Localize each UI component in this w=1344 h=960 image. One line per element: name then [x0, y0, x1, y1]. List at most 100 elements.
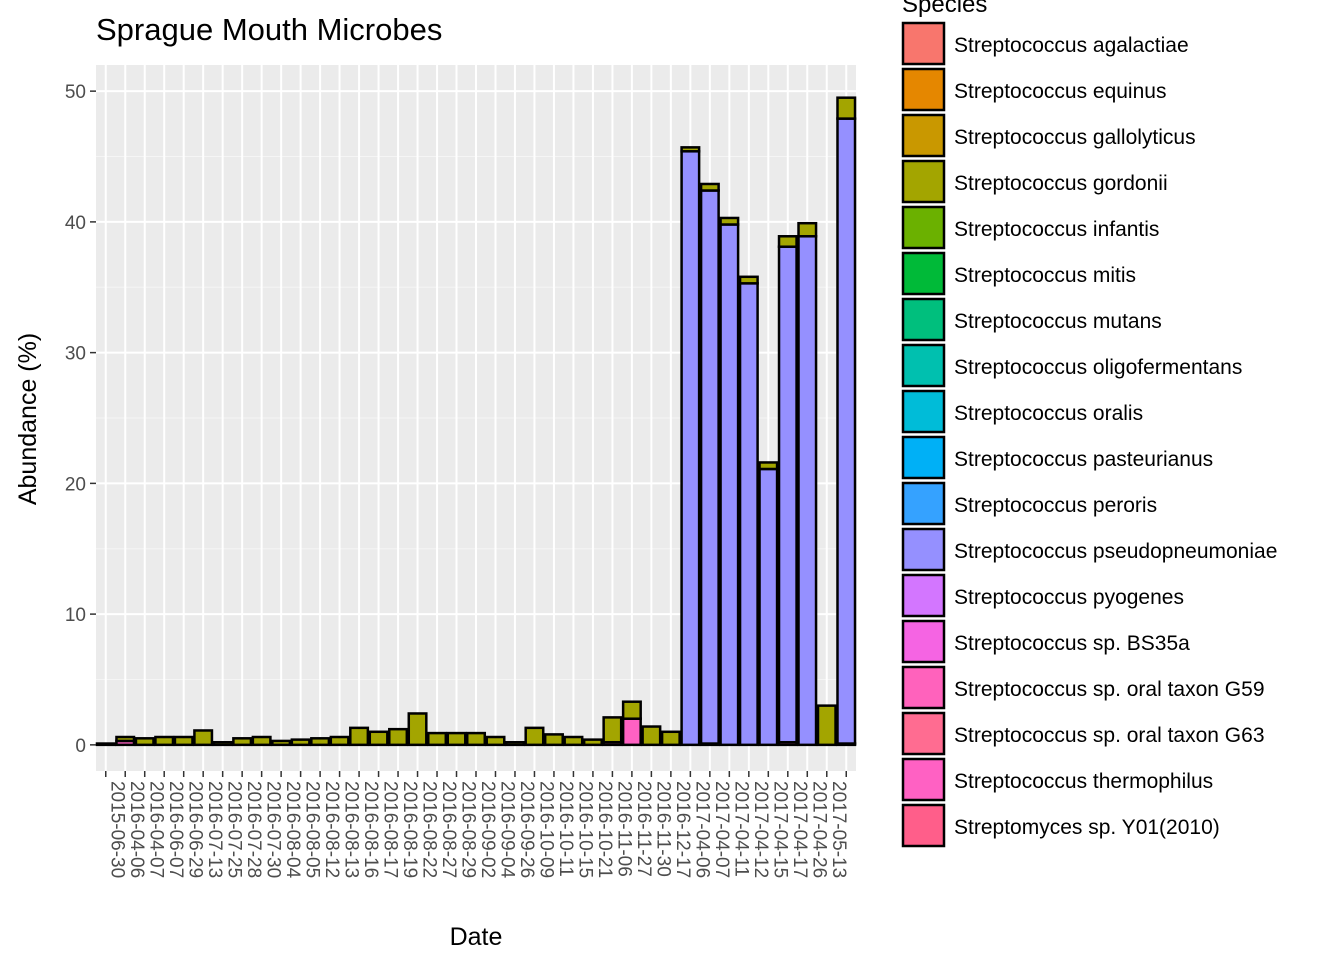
bar-segment	[719, 216, 740, 226]
x-tick-label: 2016-09-02	[477, 781, 498, 878]
x-tick-label: 2016-09-26	[516, 781, 537, 878]
bar-segment	[699, 182, 720, 192]
legend-label: Streptococcus peroris	[954, 494, 1157, 517]
legend-label: Streptococcus pseudopneumoniae	[954, 540, 1277, 563]
legend-label: Streptococcus sp. oral taxon G59	[954, 678, 1265, 701]
x-tick-label: 2016-08-12	[321, 781, 342, 878]
bar-segment	[193, 729, 214, 747]
x-tick-label: 2016-08-22	[419, 781, 440, 878]
legend-key	[901, 113, 946, 158]
bar-segment	[719, 223, 740, 747]
y-tick-label: 20	[65, 474, 86, 495]
bar-segment	[543, 733, 564, 747]
bar-segment	[427, 731, 448, 747]
legend-key	[901, 803, 946, 848]
x-tick-label: 2016-08-17	[380, 781, 401, 878]
bar-segment	[621, 700, 642, 720]
x-tick-label: 2016-07-25	[224, 781, 245, 878]
bar-segment	[465, 731, 487, 747]
legend-key	[901, 205, 946, 250]
legend-label: Streptococcus pasteurianus	[954, 448, 1213, 471]
x-tick-label: 2017-04-07	[711, 781, 732, 878]
legend-label: Streptococcus equinus	[954, 80, 1166, 103]
x-tick-label: 2016-08-13	[341, 781, 362, 878]
legend-key	[901, 481, 946, 526]
x-tick-label: 2016-04-06	[126, 781, 147, 878]
bar-segment	[251, 735, 272, 747]
bar-segment	[797, 235, 818, 747]
x-axis: 2015-06-302016-04-062016-04-072016-06-07…	[104, 771, 849, 879]
y-tick-label: 10	[65, 605, 86, 626]
legend-label: Streptomyces sp. Y01(2010)	[954, 816, 1220, 839]
bar-segment	[271, 739, 292, 747]
x-tick-label: 2016-04-07	[146, 781, 167, 878]
x-tick-label: 2016-08-04	[282, 781, 303, 879]
bar-segment	[524, 726, 545, 747]
chart-title: Sprague Mouth Microbes	[96, 12, 442, 47]
bar-segment	[680, 150, 701, 747]
bar-segment	[134, 737, 155, 747]
x-tick-label: 2017-04-12	[750, 781, 771, 878]
legend-key	[901, 619, 946, 664]
x-tick-label: 2017-04-17	[789, 781, 810, 878]
bars	[95, 96, 857, 747]
legend-key	[901, 159, 946, 204]
bar-segment	[154, 735, 175, 747]
bar-segment	[836, 117, 857, 745]
x-tick-label: 2016-11-27	[633, 781, 654, 877]
bar-segment	[641, 725, 662, 747]
legend-key	[901, 435, 946, 480]
bar-segment	[485, 735, 506, 747]
bar-segment	[602, 716, 623, 744]
bar-segment	[836, 96, 857, 120]
x-tick-label: 2017-04-15	[769, 781, 790, 878]
bar-segment	[232, 737, 253, 747]
bar-segment	[388, 727, 409, 747]
x-tick-label: 2016-08-16	[360, 781, 381, 878]
bar-segment	[212, 740, 233, 747]
bar-segment	[563, 735, 584, 747]
legend-label: Streptococcus pyogenes	[954, 586, 1184, 609]
x-tick-label: 2017-04-11	[730, 781, 751, 877]
legend-label: Streptococcus sp. oral taxon G63	[954, 724, 1265, 747]
legend-label: Streptococcus oligofermentans	[954, 356, 1242, 379]
bar-segment	[504, 740, 525, 747]
x-tick-label: 2016-10-11	[555, 781, 576, 877]
x-tick-label: 2016-08-05	[302, 781, 323, 878]
x-tick-label: 2016-08-27	[438, 781, 459, 878]
legend-key	[901, 665, 946, 710]
x-tick-label: 2016-10-21	[594, 781, 615, 878]
legend-label: Streptococcus mitis	[954, 264, 1136, 287]
legend-key	[901, 757, 946, 802]
x-tick-label: 2016-06-07	[165, 781, 186, 878]
legend-label: Streptococcus gordonii	[954, 172, 1168, 195]
bar-segment	[699, 189, 720, 745]
x-tick-label: 2016-11-30	[652, 781, 673, 877]
legend-label: Streptococcus infantis	[954, 218, 1159, 241]
x-tick-label: 2016-06-29	[185, 781, 206, 878]
bar-segment	[173, 735, 194, 747]
x-tick-label: 2017-04-06	[691, 781, 712, 878]
bar-segment	[738, 282, 759, 747]
y-axis: 0 10 20 30 40 50	[65, 82, 96, 757]
bar-segment	[680, 146, 701, 153]
legend-label: Streptococcus sp. BS35a	[954, 632, 1190, 655]
x-tick-label: 2016-07-30	[263, 781, 284, 878]
legend-key	[901, 297, 946, 342]
legend-key	[901, 573, 946, 618]
bar-segment	[446, 731, 467, 747]
x-tick-label: 2016-09-04	[496, 781, 517, 879]
bar-segment	[758, 461, 779, 471]
y-tick-label: 0	[75, 736, 86, 757]
legend-key	[901, 343, 946, 388]
x-tick-label: 2016-07-13	[204, 781, 225, 878]
bar-segment	[115, 735, 136, 743]
x-tick-label: 2015-06-30	[107, 781, 128, 878]
x-tick-label: 2016-08-19	[399, 781, 420, 878]
legend-key	[901, 21, 946, 66]
bar-segment	[95, 742, 116, 747]
bar-segment	[660, 730, 681, 747]
x-tick-label: 2016-12-17	[672, 781, 693, 878]
bar-segment	[797, 221, 818, 238]
